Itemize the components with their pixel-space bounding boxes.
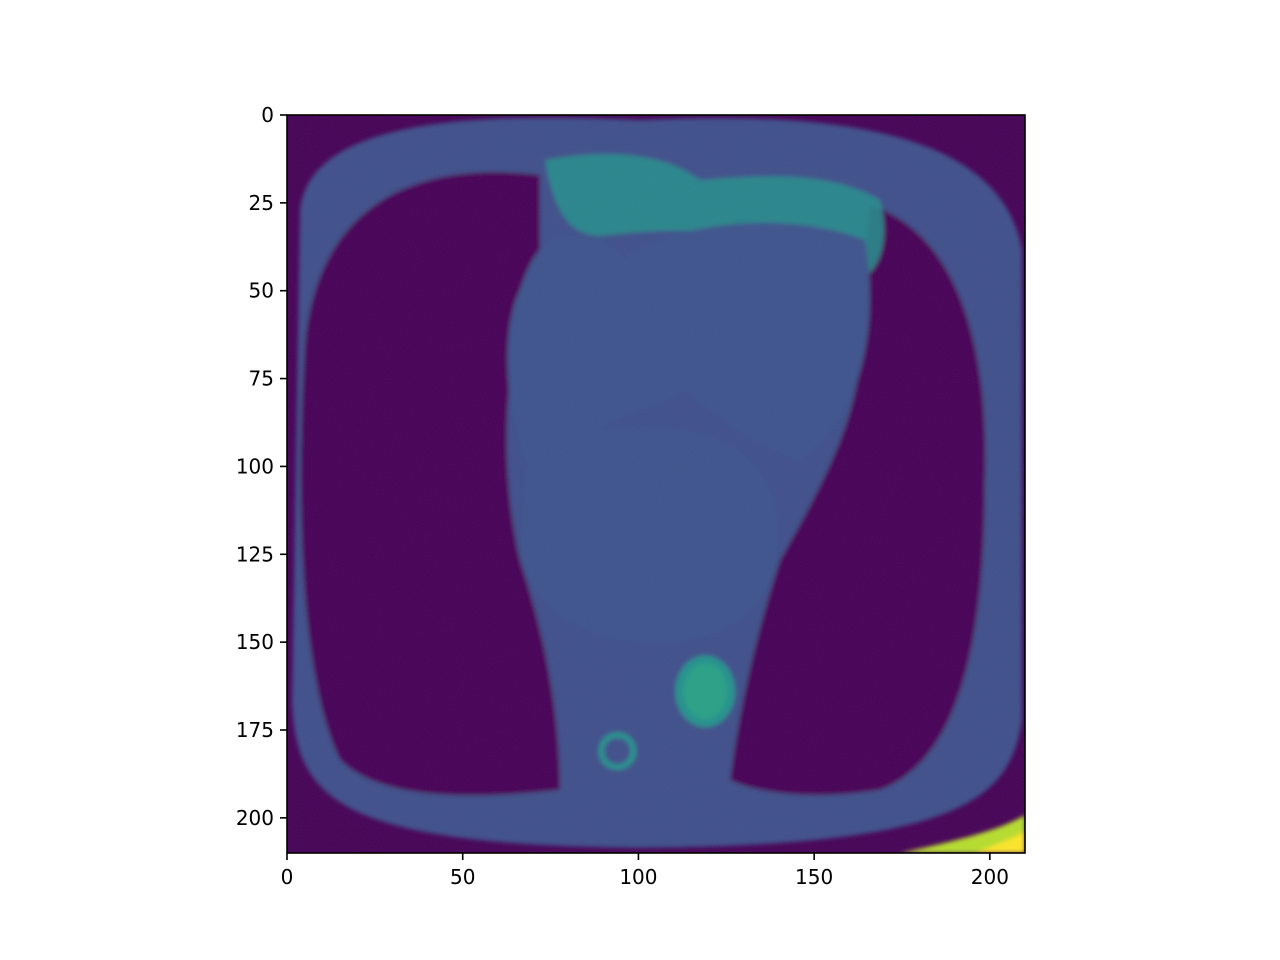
- y-tick-label: 25: [249, 191, 274, 215]
- x-tick-label: 100: [619, 865, 657, 889]
- x-tick-label: 50: [450, 865, 475, 889]
- x-tick-label: 0: [281, 865, 294, 889]
- y-tick-label: 100: [236, 454, 274, 478]
- x-tick-label: 200: [971, 865, 1009, 889]
- y-tick-label: 125: [236, 542, 274, 566]
- mri-image: [287, 115, 1025, 853]
- y-tick-label: 200: [236, 806, 274, 830]
- y-tick-label: 175: [236, 718, 274, 742]
- y-tick-label: 75: [249, 367, 274, 391]
- image-noise: [287, 115, 1025, 853]
- x-tick-label: 150: [795, 865, 833, 889]
- y-tick-label: 50: [249, 279, 274, 303]
- y-tick-label: 150: [236, 630, 274, 654]
- axis-ticks: 0 50 100 150 200 0 25 50 75 100 125 150 175 200: [236, 103, 1009, 889]
- plot-frame: [286, 114, 1026, 854]
- y-tick-label: 0: [261, 103, 274, 127]
